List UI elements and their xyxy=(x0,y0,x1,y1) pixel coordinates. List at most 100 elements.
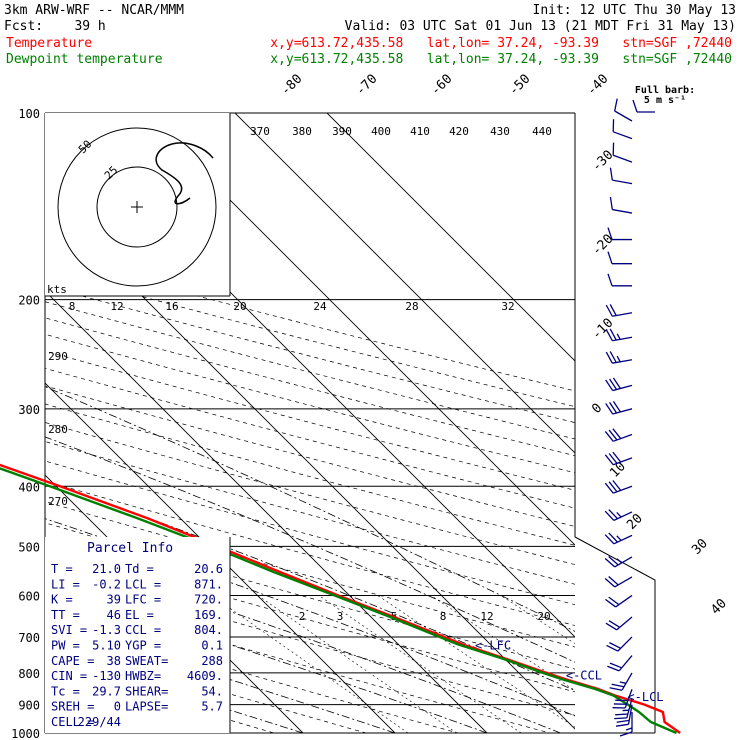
parcel-info-cell: CELL = xyxy=(51,715,94,729)
mixing-ratio-label: 12 xyxy=(480,610,493,623)
parcel-info-cell: -1.3 xyxy=(92,623,121,637)
mixing-ratio-label: 8 xyxy=(440,610,447,623)
parcel-info-panel: Parcel Info T = 21.0 Td = 20.6 LI = -0.2 LCL =… xyxy=(45,537,231,733)
parcel-info-cell: 4609. xyxy=(187,669,223,683)
moist-adiabat xyxy=(45,620,396,733)
parcel-info-cell: SREH = xyxy=(51,700,94,714)
theta-label: 430 xyxy=(490,125,510,138)
isotherm xyxy=(142,113,575,546)
dry-adiabat xyxy=(45,589,552,733)
header-init: Init: 12 UTC Thu 30 May 13 xyxy=(533,3,737,18)
wind-barb xyxy=(612,131,633,140)
mixing-ratio-label: 28 xyxy=(405,300,418,313)
theta-label: 280 xyxy=(48,423,68,436)
temperature-tick-label: 40 xyxy=(708,596,730,618)
mixing-ratio-label: 20 xyxy=(233,300,246,313)
dry-adiabat xyxy=(45,301,575,440)
parcel-info-cell: LCL = xyxy=(125,577,161,591)
isotherm xyxy=(45,290,488,733)
pressure-tick-label: 1000 xyxy=(11,727,40,740)
level-marker-ccl: <-CCL xyxy=(566,668,602,682)
dry-adiabat xyxy=(45,367,575,509)
parcel-info-cell: 29.7 xyxy=(92,684,121,698)
wind-barb xyxy=(621,672,633,691)
mixing-ratio-label: 16 xyxy=(165,300,178,313)
parcel-info-cell: T = xyxy=(51,562,73,576)
wind-barb xyxy=(612,154,633,163)
temp-location: x,y=613.72,435.58 lat,lon= 37.24, -93.39… xyxy=(270,36,732,51)
parcel-info-cell: -0.2 xyxy=(92,577,121,591)
profiles xyxy=(0,463,681,735)
wind-barb xyxy=(614,576,633,588)
parcel-info-cell: CIN = xyxy=(51,669,87,683)
parcel-info-cell: 21.0 xyxy=(92,562,121,576)
parcel-info-cell: 39 xyxy=(107,593,121,607)
dry-adiabat xyxy=(45,522,575,670)
theta-label: 410 xyxy=(410,125,430,138)
theta-label: 440 xyxy=(532,125,552,138)
parcel-info-cell: 804. xyxy=(194,623,223,637)
parcel-info-cell: LAPSE= xyxy=(125,700,168,714)
dew-location: x,y=613.72,435.58 lat,lon= 37.24, -93.39… xyxy=(270,52,732,67)
temperature-tick-label: -80 xyxy=(278,72,305,99)
mixing-ratio-label: 20 xyxy=(537,610,550,623)
parcel-info-cell: PW = xyxy=(51,639,80,653)
mixing-ratio-line xyxy=(500,595,575,644)
isotherm xyxy=(45,382,396,733)
mixing-ratio-label: 32 xyxy=(501,300,514,313)
theta-label: 380 xyxy=(292,125,312,138)
isotherm xyxy=(326,113,575,362)
level-marker-lfc: <-LFC xyxy=(475,639,511,653)
level-marker-lcl: <-LCL xyxy=(627,690,663,704)
parcel-info-cell: LFC = xyxy=(125,593,161,607)
parcel-info-cell: 720. xyxy=(194,593,223,607)
hodograph: 50 25 kts xyxy=(45,113,231,297)
parcel-info-cell: 0.1 xyxy=(201,639,223,653)
mixing-ratio-label: 24 xyxy=(313,300,327,313)
pressure-tick-label: 200 xyxy=(18,294,40,308)
temperature-tick-label: 30 xyxy=(689,536,711,558)
dry-adiabat xyxy=(45,317,575,457)
temperature-tick-label: -50 xyxy=(506,72,533,99)
parcel-info-cell: K = xyxy=(51,593,73,607)
wind-barb xyxy=(617,636,633,652)
parcel-info-cell: 38 xyxy=(107,654,121,668)
temperature-tick-label: -30 xyxy=(589,148,616,175)
wind-barb xyxy=(613,534,633,545)
wind-barb xyxy=(618,655,633,672)
parcel-info-cell: YGP = xyxy=(125,639,161,653)
parcel-info-cell: SVI = xyxy=(51,623,87,637)
theta-label: 400 xyxy=(371,125,391,138)
parcel-info-cell: 0 xyxy=(114,700,121,714)
wind-barb xyxy=(612,179,633,185)
wind-barb xyxy=(616,616,633,631)
theta-label: 420 xyxy=(449,125,469,138)
header-valid: Valid: 03 UTC Sat 01 Jun 13 (21 MDT Fri … xyxy=(345,19,736,34)
temperature-tick-label: -60 xyxy=(428,72,455,99)
parcel-info-cell: CCL = xyxy=(125,623,161,637)
isotherm xyxy=(234,113,575,454)
pressure-tick-label: 300 xyxy=(18,403,40,417)
theta-label: 370 xyxy=(250,125,270,138)
temperature-tick-label: -40 xyxy=(584,72,611,99)
pressure-tick-label: 100 xyxy=(18,107,40,121)
dew-label: Dewpoint temperature xyxy=(6,52,163,67)
parcel-info-cell: -130 xyxy=(92,669,121,683)
pressure-tick-label: 800 xyxy=(18,667,40,681)
parcel-info-cell: 288 xyxy=(201,654,223,668)
parcel-info-cell: 46 xyxy=(107,608,121,622)
mixing-ratio-label: 2 xyxy=(299,610,306,623)
header-fcst: Fcst: 39 h xyxy=(4,19,106,34)
profile-line xyxy=(0,467,677,735)
barb-key-symbol xyxy=(632,99,655,113)
temperature-tick-label: -20 xyxy=(589,232,616,259)
parcel-info-cell: Tc = xyxy=(51,684,80,698)
temperature-tick-label: -70 xyxy=(353,72,380,99)
mixing-ratio-line xyxy=(377,595,575,728)
pressure-tick-label: 700 xyxy=(18,631,40,645)
hodograph-ring-25 xyxy=(96,166,178,248)
pressure-tick-label: 400 xyxy=(18,480,40,494)
parcel-info-cell: 229/44 xyxy=(78,715,121,729)
